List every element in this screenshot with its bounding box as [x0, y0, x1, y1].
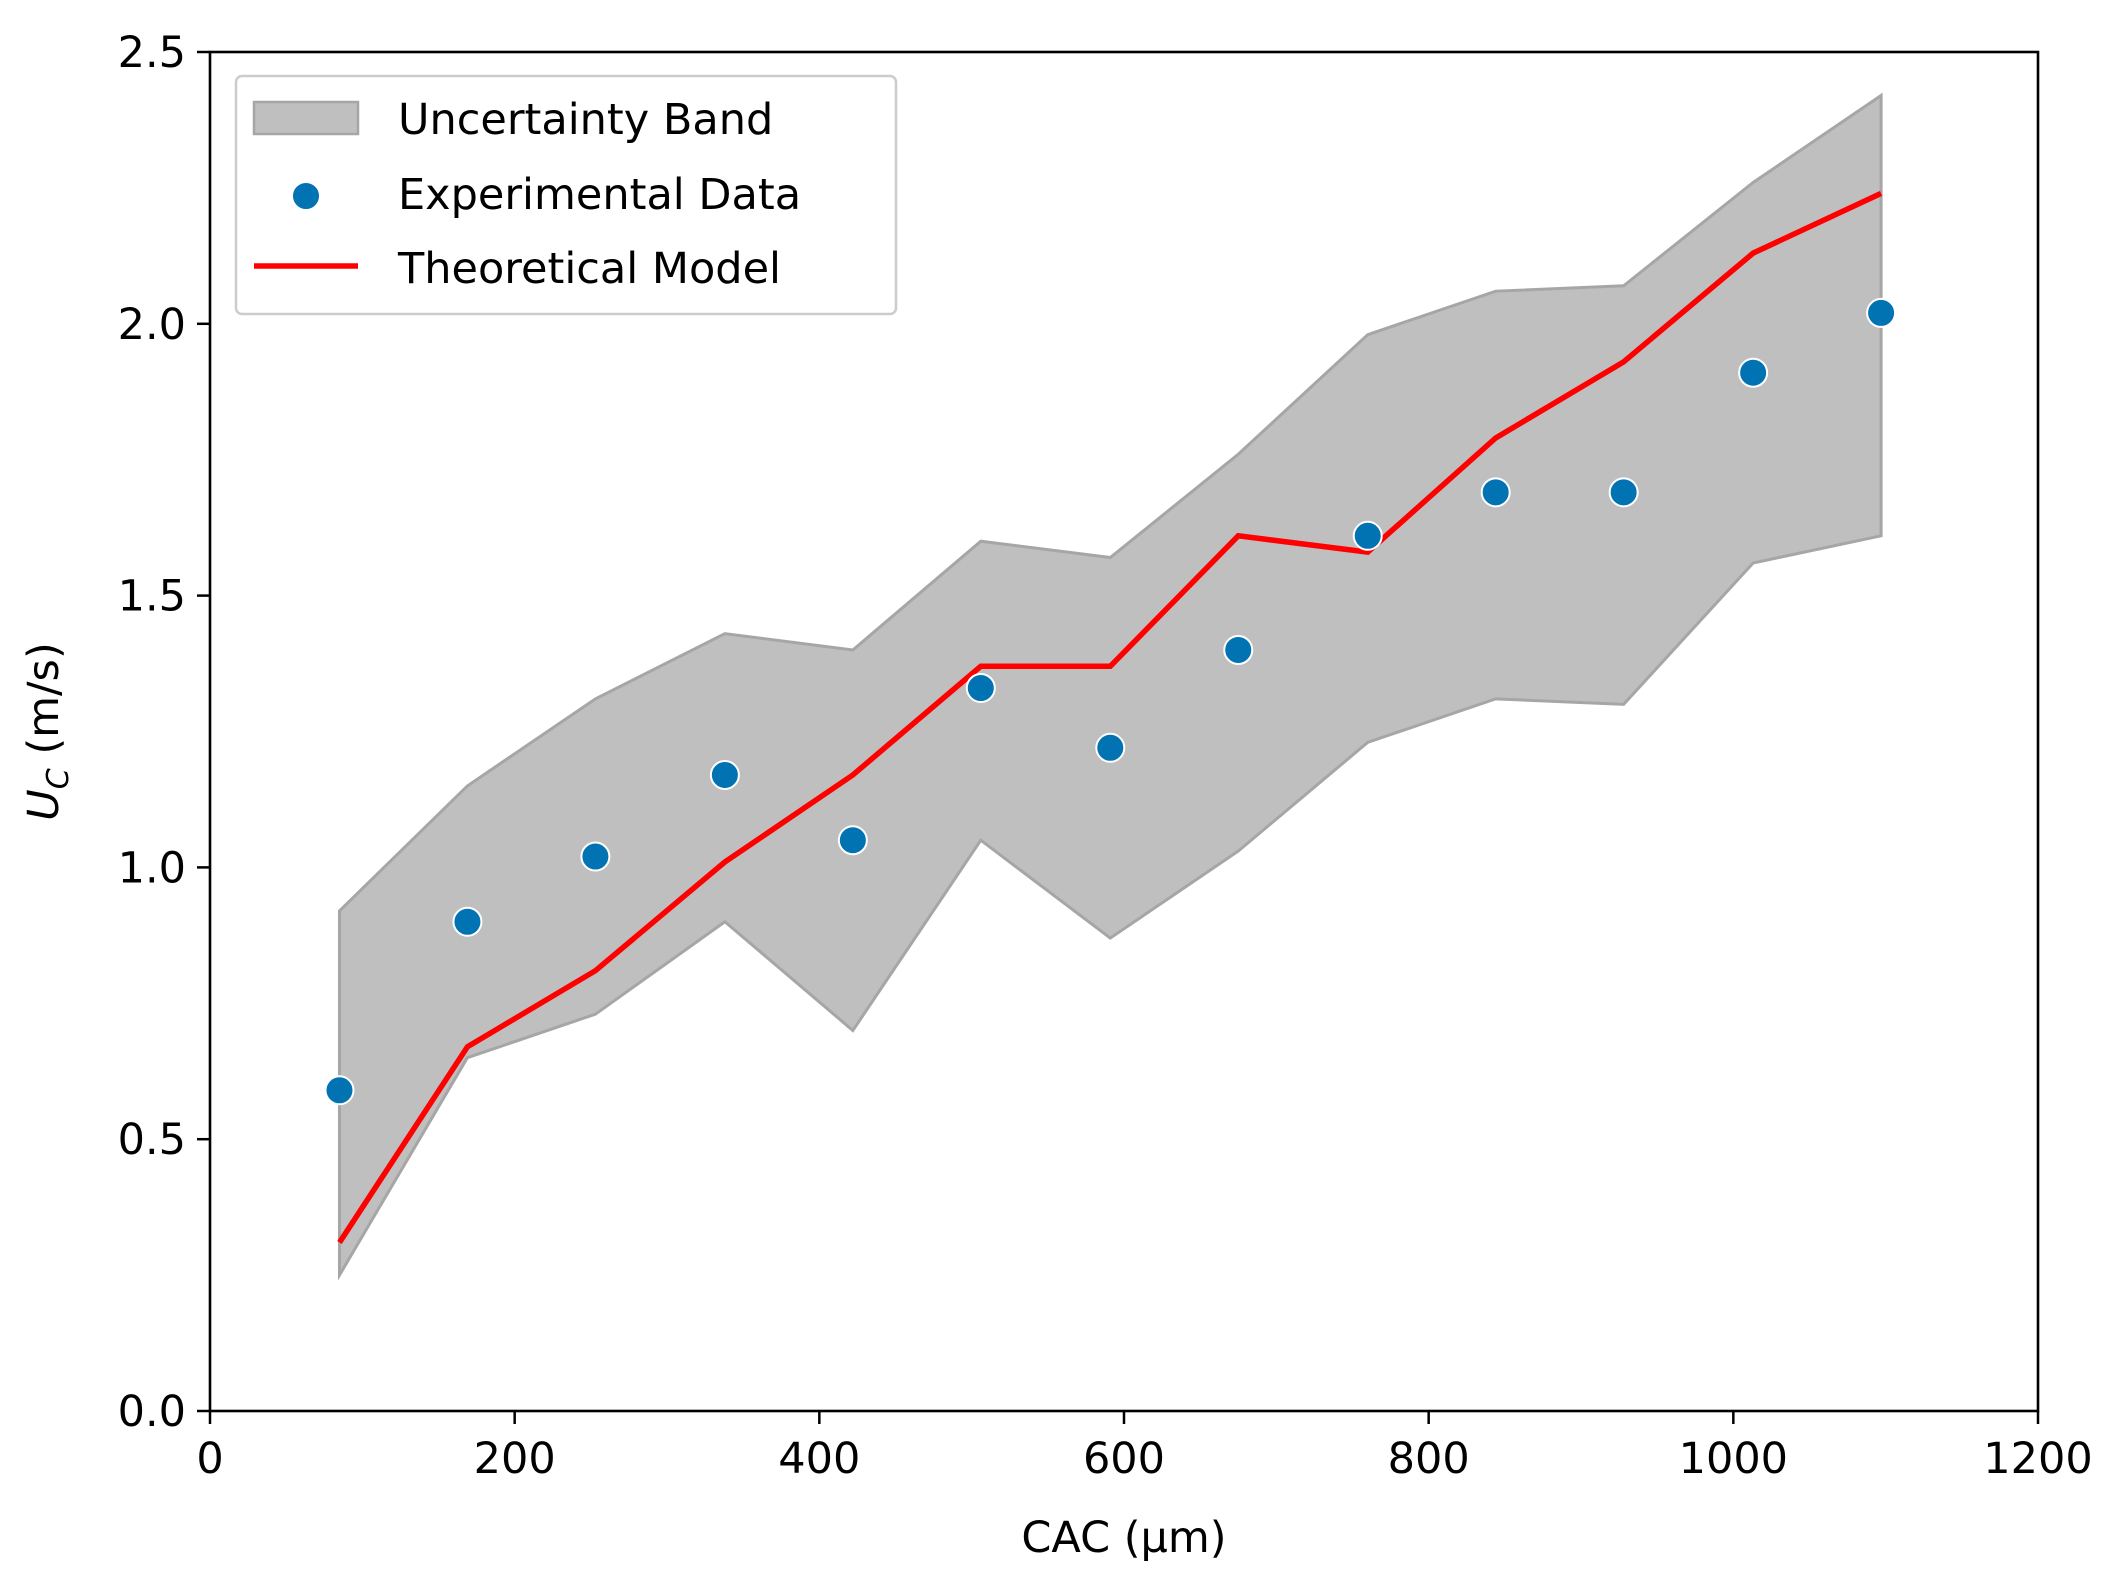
- data-point: [1866, 297, 1897, 328]
- x-tick-label: 1200: [1983, 1434, 2092, 1484]
- uncertainty-band-layer: [337, 92, 1883, 1281]
- x-tick-label: 1000: [1679, 1434, 1788, 1484]
- data-point: [580, 841, 611, 872]
- data-point: [1095, 732, 1126, 763]
- data-point: [965, 673, 996, 704]
- x-tick-label: 0: [196, 1434, 223, 1484]
- y-tick-label: 0.5: [118, 1115, 186, 1165]
- y-tick-label: 2.0: [118, 300, 186, 350]
- data-point: [324, 1075, 355, 1106]
- x-tick-label: 400: [778, 1434, 860, 1484]
- x-axis-ticks: 0 200 400 600 800 1000 1200: [196, 1411, 2093, 1484]
- data-point: [1480, 477, 1511, 508]
- x-tick-label: 800: [1388, 1434, 1470, 1484]
- data-point: [709, 759, 740, 790]
- data-point: [837, 825, 868, 856]
- y-tick-label: 1.5: [118, 572, 186, 622]
- uncertainty-band: [337, 92, 1883, 1281]
- x-tick-label: 200: [474, 1434, 556, 1484]
- y-tick-label: 0.0: [118, 1387, 186, 1437]
- data-point: [1608, 477, 1639, 508]
- y-axis-ticks: 0.0 0.5 1.0 1.5 2.0 2.5: [118, 28, 210, 1437]
- theoretical-model-line: [337, 190, 1883, 1244]
- data-point: [1738, 357, 1769, 388]
- legend-box: [234, 74, 898, 316]
- data-point: [1223, 634, 1254, 665]
- y-axis-label-main: U: [19, 789, 69, 820]
- legend: Uncertainty Band Experimental Data Theor…: [234, 74, 898, 316]
- data-point: [452, 906, 483, 937]
- experimental-data-layer: [324, 297, 1897, 1106]
- legend-label-uncertainty-band: Uncertainty Band: [398, 95, 773, 145]
- x-tick-label: 600: [1083, 1434, 1165, 1484]
- y-axis-label: UC (m/s): [19, 642, 76, 820]
- y-tick-label: 1.0: [118, 843, 186, 893]
- y-tick-label: 2.5: [118, 28, 186, 78]
- y-axis-label-sub: C: [41, 768, 76, 789]
- legend-label-experimental-data: Experimental Data: [398, 170, 801, 220]
- legend-band-swatch: [252, 100, 360, 136]
- data-point: [1352, 520, 1383, 551]
- legend-point-swatch: [291, 181, 321, 211]
- x-axis-label: CAC (μm): [1021, 1513, 1226, 1563]
- y-axis-label-unit: (m/s): [19, 642, 69, 768]
- legend-label-theoretical-model: Theoretical Model: [397, 244, 781, 294]
- theoretical-model-layer: [337, 190, 1883, 1244]
